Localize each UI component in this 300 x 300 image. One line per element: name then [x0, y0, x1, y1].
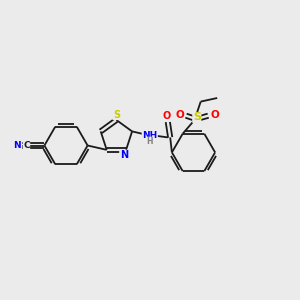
Text: O: O: [210, 110, 219, 120]
Text: O: O: [176, 110, 184, 120]
Text: S: S: [113, 110, 120, 120]
Text: NH: NH: [142, 131, 158, 140]
Text: C: C: [23, 141, 30, 150]
Text: O: O: [163, 111, 171, 122]
Text: N: N: [14, 141, 21, 150]
Text: S: S: [193, 112, 201, 122]
Text: N: N: [120, 150, 128, 160]
Text: H: H: [146, 137, 153, 146]
